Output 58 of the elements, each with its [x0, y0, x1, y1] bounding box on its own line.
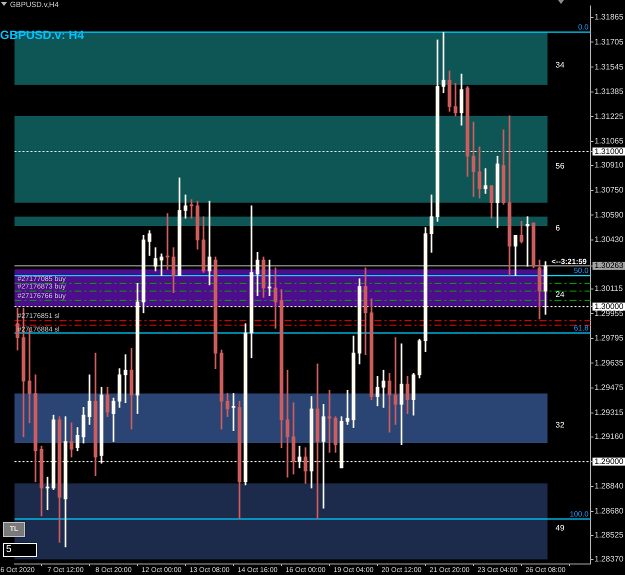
band-label: 56	[556, 162, 565, 171]
candlestick	[286, 370, 290, 478]
y-tick-label: 1.31865	[594, 12, 624, 22]
band-label: 49	[556, 524, 565, 533]
candlestick	[388, 372, 392, 433]
y-tick-label: 1.28680	[594, 506, 624, 516]
candlestick	[382, 370, 386, 408]
y-tick-label: 1.29475	[594, 383, 624, 392]
candlestick	[472, 122, 476, 197]
candlestick	[166, 213, 170, 270]
candlestick	[70, 422, 74, 458]
y-tick-label: 1.28370	[594, 554, 624, 564]
candlestick	[316, 364, 320, 520]
y-tick-label: 1.30115	[594, 284, 624, 293]
band-label: 34	[556, 60, 565, 70]
candlestick	[322, 404, 326, 509]
candlestick	[184, 194, 188, 219]
y-tick-label: 1.29160	[594, 432, 624, 442]
candlestick	[160, 254, 164, 276]
candlestick	[268, 260, 272, 296]
candlestick	[394, 337, 398, 425]
y-tick-label: 1.30430	[594, 235, 624, 244]
candlestick	[232, 393, 236, 431]
y-tick-label: 1.30750	[594, 186, 624, 195]
candlestick	[190, 199, 194, 219]
y-tick-label: 1.29000	[594, 456, 624, 466]
y-tick-label: 1.29635	[594, 358, 624, 368]
y-tick-label: 1.31545	[594, 62, 624, 72]
y-tick-label: 1.31000	[594, 146, 624, 156]
band-label: 6	[556, 224, 560, 233]
candlestick	[208, 200, 212, 286]
y-tick-label: 1.29315	[594, 408, 624, 418]
candlestick	[526, 216, 530, 267]
y-tick-label: 1.31385	[594, 87, 624, 96]
y-tick-label: 1.31225	[594, 112, 624, 121]
candlestick	[46, 476, 50, 510]
y-tick-label: 1.30910	[594, 160, 624, 170]
y-tick-label: 1.29795	[594, 334, 624, 343]
band-label: 32	[556, 420, 565, 430]
y-tick-label: 1.31065	[594, 136, 624, 146]
y-tick-label: 1.31705	[594, 37, 624, 46]
candlestick	[400, 343, 404, 445]
text: GBPUSD.v: H4	[0, 28, 84, 42]
candlestick	[346, 390, 350, 425]
band-label: 24	[556, 290, 565, 300]
y-tick-label: 1.28840	[594, 482, 624, 491]
candlestick	[484, 168, 488, 194]
y-tick-label: 1.30000	[594, 302, 624, 311]
text-field: 5	[3, 543, 37, 557]
y-tick-label: 1.29955	[594, 308, 624, 318]
y-tick-label: 1.28525	[594, 530, 624, 540]
candlestick	[274, 268, 278, 329]
candlestick	[124, 354, 128, 404]
candlestick	[454, 83, 458, 116]
candlestick	[442, 32, 446, 93]
y-tick-label: 1.30263	[594, 261, 624, 270]
y-tick-label: 1.30590	[594, 210, 624, 220]
candlestick	[328, 390, 332, 453]
